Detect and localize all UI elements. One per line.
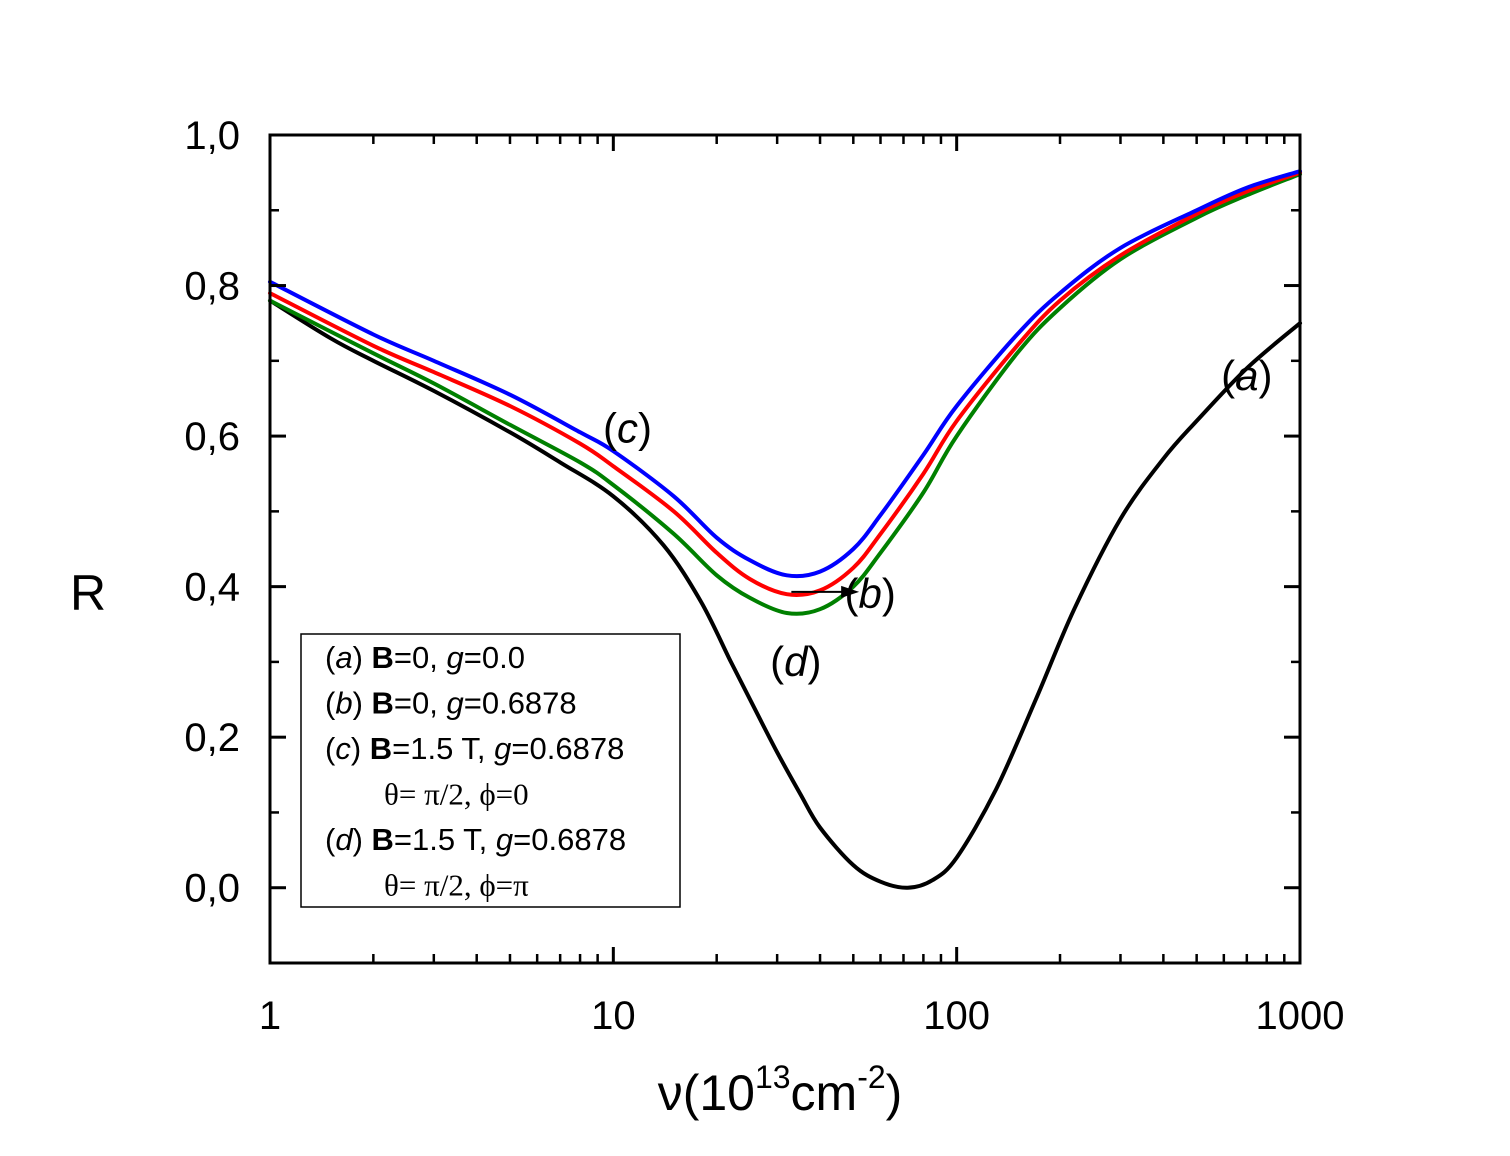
legend-entry-d-angles: θ= π/2, ϕ=π <box>384 868 529 903</box>
ticks-layer <box>268 133 1302 965</box>
legend-entry-b: (b) B=0, g=0.6878 <box>325 686 577 721</box>
legend-tag: a <box>335 640 352 675</box>
legend-paren: ( <box>325 686 336 721</box>
x-axis-title: ν(1013cm-2) <box>658 1059 903 1121</box>
legend-paren: ) <box>353 640 372 675</box>
x-tick-label-0: 1 <box>259 994 281 1038</box>
x-axis-title-sup1: 13 <box>755 1059 791 1095</box>
legend-tag: d <box>335 822 354 857</box>
legend-field-value: =0, <box>394 686 447 721</box>
legend-paren: ( <box>325 731 336 766</box>
annotation-1: (c) <box>603 405 652 452</box>
x-tick-label-1: 10 <box>591 994 636 1038</box>
y-tick-label-5: 1,0 <box>184 114 240 158</box>
annotation-paren-close: ) <box>638 405 652 452</box>
legend-paren: ( <box>325 822 336 857</box>
y-axis-title: R <box>70 565 106 621</box>
legend-box <box>300 633 681 908</box>
series-b-line <box>268 170 1302 597</box>
arrow-head <box>841 585 860 598</box>
series-a-line <box>268 298 1302 890</box>
legend-field: B <box>372 640 394 675</box>
annotation-letter: a <box>1235 352 1258 399</box>
curves-layer <box>268 169 1302 890</box>
legend-paren: ) <box>353 822 372 857</box>
legend-g-symbol: g <box>446 686 463 721</box>
annotation-0: (a) <box>1221 352 1272 399</box>
annotations-layer: (a)(c)(d)(b) <box>603 352 1272 685</box>
legend-field: B <box>372 686 394 721</box>
x-tick-label-2: 100 <box>923 994 990 1038</box>
series-d-line <box>268 172 1302 616</box>
y-tick-label-1: 0,2 <box>184 716 240 760</box>
legend-g-value: =0.0 <box>464 640 525 675</box>
x-tick-label-3: 1000 <box>1256 994 1345 1038</box>
arrow-layer <box>791 585 860 598</box>
legend-field-value: =1.5 T, <box>392 731 494 766</box>
axes-layer <box>268 133 1302 965</box>
y-tick-label-3: 0,6 <box>184 415 240 459</box>
annotation-paren-close: ) <box>882 570 896 617</box>
y-tick-label-0: 0,0 <box>184 867 240 911</box>
legend-g-value: =0.6878 <box>513 822 626 857</box>
legend-paren: ( <box>325 640 336 675</box>
legend-entry-c: (c) B=1.5 T, g=0.6878 <box>325 731 624 766</box>
series-c-line <box>268 169 1302 579</box>
x-axis-title-base: ν(10 <box>658 1065 755 1121</box>
legend-g-symbol: g <box>496 822 513 857</box>
annotation-paren-close: ) <box>1258 352 1272 399</box>
x-axis-title-end: ) <box>886 1065 903 1121</box>
x-axis-title-mid: cm <box>791 1065 858 1121</box>
legend-g-symbol: g <box>494 731 511 766</box>
legend-entry-d: (d) B=1.5 T, g=0.6878 <box>325 822 626 857</box>
legend-entry-c-angles: θ= π/2, ϕ=0 <box>384 777 529 812</box>
legend-entries: (a) B=0, g=0.0(b) B=0, g=0.6878(c) B=1.5… <box>325 640 626 903</box>
legend-g-symbol: g <box>446 640 463 675</box>
annotation-paren-open: ( <box>603 405 617 452</box>
legend-entry-a: (a) B=0, g=0.0 <box>325 640 525 675</box>
legend-field-value: =0, <box>394 640 447 675</box>
legend-tag: b <box>335 686 352 721</box>
annotation-paren-open: ( <box>770 638 784 685</box>
y-tick-label-4: 0,8 <box>184 265 240 309</box>
annotation-paren-close: ) <box>807 638 821 685</box>
annotation-paren-open: ( <box>1221 352 1235 399</box>
annotation-letter: c <box>617 405 638 452</box>
legend-paren: ) <box>353 686 372 721</box>
annotation-3: (b) <box>845 570 896 617</box>
legend: (a) B=0, g=0.0(b) B=0, g=0.6878(c) B=1.5… <box>300 633 681 908</box>
legend-field-value: =1.5 T, <box>394 822 496 857</box>
plot-frame <box>268 133 1302 965</box>
annotation-letter: d <box>784 638 809 685</box>
tick-labels-layer: 1 10 100 1000 0,0 0,2 0,4 0,6 0,8 1,0 <box>184 114 1344 1038</box>
legend-field: B <box>370 731 392 766</box>
legend-g-value: =0.6878 <box>511 731 624 766</box>
y-tick-label-2: 0,4 <box>184 566 240 610</box>
legend-tag: c <box>335 731 351 766</box>
annotation-2: (d) <box>770 638 821 685</box>
legend-paren: ) <box>351 731 370 766</box>
annotation-letter: b <box>859 570 882 617</box>
legend-g-value: =0.6878 <box>464 686 577 721</box>
x-axis-title-sup2: -2 <box>857 1059 885 1095</box>
legend-field: B <box>372 822 394 857</box>
